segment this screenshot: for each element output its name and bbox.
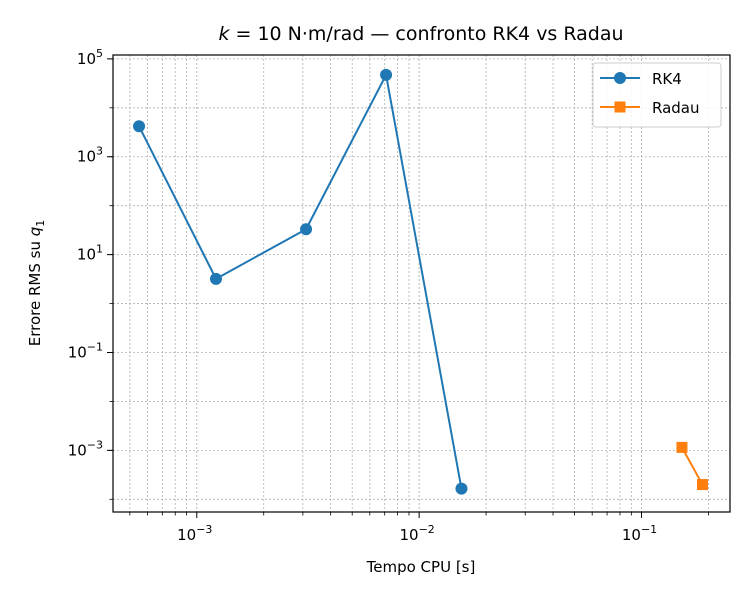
legend-label-rk4: RK4	[652, 70, 682, 88]
y-tick-label: 105	[77, 47, 103, 68]
data-point-rk4	[455, 482, 468, 495]
data-point-rk4	[133, 120, 146, 133]
legend-label-radau: Radau	[652, 99, 700, 117]
chart-title: k = 10 N·m/rad — confronto RK4 vs Radau	[218, 23, 623, 45]
data-point-radau	[676, 441, 688, 453]
legend-marker-radau	[614, 101, 626, 113]
y-tick-label: 10−3	[68, 438, 103, 459]
grid-minor	[129, 55, 709, 512]
grid-major	[113, 55, 730, 512]
legend: RK4 Radau	[592, 62, 722, 128]
series-layer	[133, 68, 708, 495]
plot-area-frame	[112, 54, 731, 513]
x-tick-label: 10−3	[177, 523, 212, 544]
data-point-rk4	[209, 272, 222, 285]
x-axis-label: Tempo CPU [s]	[366, 558, 476, 576]
y-tick-label: 10−1	[68, 340, 103, 361]
data-point-radau	[696, 479, 708, 491]
axis-ticks: 10−3 10−2 10−1 10−3 10−1 101 103 105	[68, 47, 709, 544]
y-tick-label: 101	[77, 243, 103, 264]
series-line-radau	[681, 446, 704, 486]
y-axis-label: Errore RMS su q1	[26, 220, 47, 347]
x-tick-label: 10−1	[622, 523, 657, 544]
legend-marker-rk4	[614, 72, 626, 84]
data-point-rk4	[380, 68, 393, 81]
x-tick-label: 10−2	[399, 523, 434, 544]
y-tick-label: 103	[77, 145, 103, 166]
data-point-rk4	[300, 223, 313, 236]
series-line-rk4	[138, 71, 463, 489]
